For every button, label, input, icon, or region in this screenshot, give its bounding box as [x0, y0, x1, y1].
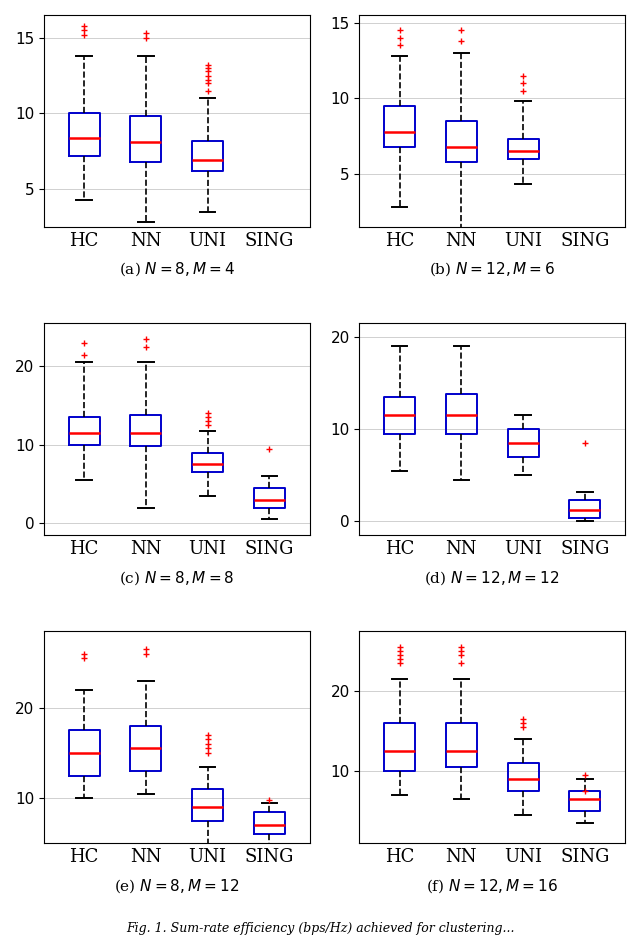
Text: Fig. 1. Sum-rate efficiency (bps/Hz) achieved for clustering...: Fig. 1. Sum-rate efficiency (bps/Hz) ach…	[125, 922, 515, 935]
Text: (e) $N = 8, M = 12$: (e) $N = 8, M = 12$	[114, 877, 239, 895]
Text: (f) $N = 12, M = 16$: (f) $N = 12, M = 16$	[426, 877, 558, 895]
Text: (b) $N = 12, M = 6$: (b) $N = 12, M = 6$	[429, 261, 556, 278]
Text: (c) $N = 8, M = 8$: (c) $N = 8, M = 8$	[119, 569, 234, 587]
Text: (d) $N = 12, M = 12$: (d) $N = 12, M = 12$	[424, 569, 560, 587]
Text: (a) $N = 8, M = 4$: (a) $N = 8, M = 4$	[118, 261, 235, 278]
